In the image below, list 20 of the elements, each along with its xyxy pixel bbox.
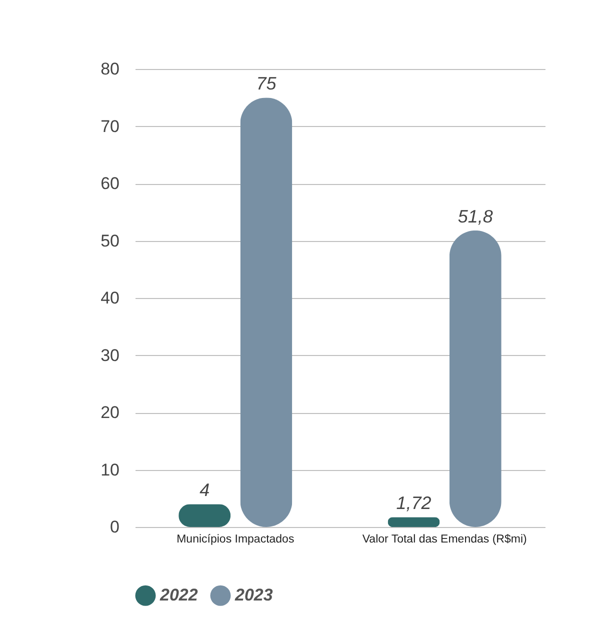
x-tick-label: Municípios Impactados [176, 534, 294, 546]
data-label: 75 [256, 74, 278, 94]
y-tick-label: 60 [100, 174, 120, 193]
y-tick-label: 30 [100, 346, 120, 365]
data-label: 1,72 [396, 493, 432, 514]
bar [240, 98, 292, 527]
data-label: 51,8 [458, 206, 493, 226]
legend-label: 2022 [159, 586, 198, 605]
bar [449, 230, 502, 527]
y-tick-label: 0 [110, 518, 120, 536]
bar [388, 517, 440, 527]
x-tick-label: Valor Total das Emendas (R$mi) [362, 534, 527, 546]
y-tick-label: 80 [100, 60, 120, 78]
y-tick-label: 20 [100, 403, 120, 422]
y-tick-label: 50 [100, 231, 120, 250]
y-tick-label: 70 [100, 116, 120, 136]
data-label: 4 [200, 480, 210, 500]
y-tick-label: 40 [100, 288, 120, 308]
legend-label: 2023 [234, 586, 274, 605]
y-tick-label: 10 [100, 460, 120, 480]
